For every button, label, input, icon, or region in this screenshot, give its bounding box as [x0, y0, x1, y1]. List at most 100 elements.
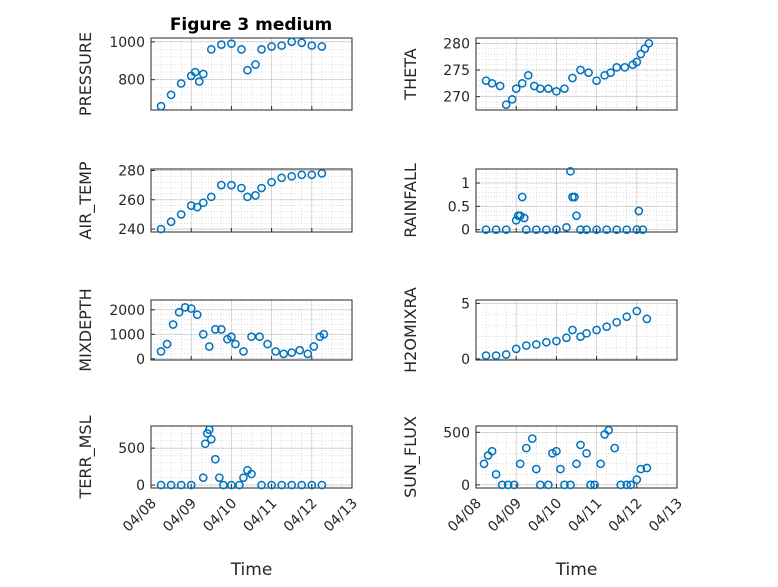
y-tick-label: 0	[136, 352, 145, 368]
data-point	[277, 173, 286, 183]
y-tick-label: 240	[118, 222, 145, 238]
data-point	[307, 480, 317, 490]
data-point	[501, 100, 511, 110]
data-point	[297, 170, 307, 180]
data-point	[239, 473, 248, 483]
data-point	[217, 325, 226, 334]
data-point	[515, 459, 525, 469]
data-point	[562, 333, 571, 343]
data-point	[277, 480, 286, 490]
data-point	[277, 41, 286, 50]
data-point	[552, 86, 561, 96]
data-point	[626, 480, 636, 490]
subplot-terr_msl: 0 500 TERR_MSL 04/08 04/09 04/10 04/11 04/12 04/…	[76, 415, 361, 580]
data-point	[642, 463, 652, 473]
data-point	[503, 480, 513, 490]
data-point	[210, 325, 220, 334]
data-point	[267, 480, 276, 490]
data-point	[317, 169, 327, 178]
data-point	[612, 317, 622, 327]
y-tick-label: 800	[118, 73, 145, 89]
data-point	[491, 469, 501, 479]
data-point	[198, 198, 208, 208]
data-point	[235, 480, 244, 490]
data-point	[560, 480, 569, 490]
y-tick-label: 0	[136, 478, 145, 494]
data-point	[279, 349, 289, 359]
data-point	[243, 192, 252, 202]
data-point	[592, 225, 601, 235]
y-tick-label: 275	[443, 63, 470, 79]
data-point	[200, 439, 210, 449]
data-point	[632, 225, 642, 235]
data-point	[592, 76, 601, 86]
data-point	[497, 480, 507, 490]
data-point	[192, 202, 202, 212]
data-point	[586, 480, 595, 490]
x-tick-label: 04/08	[445, 496, 485, 536]
x-tick-label: 04/12	[281, 496, 321, 536]
data-point	[204, 342, 214, 351]
data-point	[572, 211, 581, 221]
subplot-mixdepth: 0 1000 2000 MIXDEPTH	[76, 288, 353, 372]
data-point	[616, 480, 626, 490]
data-point	[592, 325, 601, 335]
y-axis-label-h2omixra: H2OMIXRA	[401, 287, 420, 373]
data-point	[297, 480, 307, 490]
y-tick-label: 500	[443, 425, 470, 441]
data-point	[267, 177, 276, 187]
x-tick-label: 04/10	[200, 496, 240, 536]
data-point	[636, 464, 646, 474]
data-point	[535, 84, 545, 94]
data-point	[491, 351, 501, 360]
x-tick-label: 04/10	[525, 496, 565, 536]
data-point	[566, 480, 575, 490]
data-point	[166, 217, 176, 227]
data-point	[481, 351, 491, 360]
data-point	[519, 213, 529, 223]
data-point	[544, 480, 553, 490]
y-axis-label-mixdepth: MIXDEPTH	[76, 288, 95, 371]
data-point	[632, 306, 642, 316]
data-point	[257, 183, 266, 193]
axes-box-theta	[475, 37, 678, 111]
data-point	[255, 332, 264, 342]
data-point	[271, 347, 280, 356]
data-point	[576, 65, 585, 75]
data-point	[576, 225, 585, 235]
y-tick-label: 0	[461, 478, 470, 494]
data-point	[295, 345, 305, 355]
data-point	[176, 480, 186, 490]
data-point	[186, 480, 196, 490]
data-point	[604, 425, 614, 435]
x-tick-label: 04/11	[241, 496, 281, 536]
data-point	[632, 57, 642, 67]
data-point	[168, 320, 178, 329]
data-point	[287, 171, 297, 181]
y-tick-label: 0.5	[448, 199, 470, 215]
data-point	[186, 304, 196, 313]
data-point	[156, 101, 166, 111]
data-point	[251, 60, 260, 69]
data-point	[568, 325, 577, 335]
data-point	[622, 225, 632, 235]
subplot-theta: 270 275 280 THETA	[401, 36, 678, 111]
y-tick-label: 1000	[109, 35, 145, 51]
data-point	[162, 339, 172, 349]
data-point	[487, 446, 497, 456]
data-point	[166, 90, 176, 100]
data-point	[602, 322, 612, 332]
x-axis-label: Time	[230, 560, 273, 580]
data-point	[527, 434, 537, 443]
axes-box-pressure	[150, 37, 353, 111]
subplot-sun_flux: 0 500 SUN_FLUX 04/08 04/09 04/10 04/11 04/12 04/…	[401, 416, 686, 580]
data-point	[287, 37, 297, 47]
data-point	[622, 312, 632, 322]
data-point	[317, 480, 327, 490]
x-tick-label: 04/09	[160, 496, 200, 536]
x-tick-label: 04/12	[606, 496, 646, 536]
data-point	[584, 68, 593, 78]
data-point	[568, 73, 577, 83]
data-point	[319, 329, 329, 339]
y-tick-label: 280	[443, 36, 470, 52]
